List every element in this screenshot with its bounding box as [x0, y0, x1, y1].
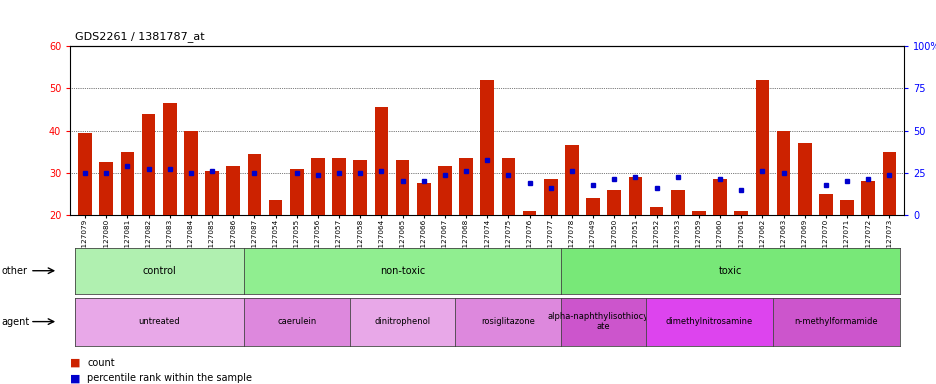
Text: percentile rank within the sample: percentile rank within the sample: [87, 373, 252, 383]
Bar: [586, 198, 599, 215]
Bar: [163, 103, 177, 215]
Bar: [840, 200, 853, 215]
Bar: [480, 80, 493, 215]
Bar: [121, 152, 134, 215]
Text: dimethylnitrosamine: dimethylnitrosamine: [665, 317, 753, 326]
Bar: [882, 152, 896, 215]
Bar: [78, 132, 92, 215]
Text: ■: ■: [70, 358, 80, 368]
Bar: [289, 169, 303, 215]
Bar: [247, 154, 261, 215]
Bar: [564, 146, 578, 215]
Text: caerulein: caerulein: [277, 317, 316, 326]
Bar: [417, 184, 431, 215]
Bar: [607, 190, 621, 215]
Bar: [628, 177, 641, 215]
Bar: [712, 179, 726, 215]
Bar: [395, 160, 409, 215]
Bar: [99, 162, 113, 215]
Text: rosiglitazone: rosiglitazone: [481, 317, 534, 326]
Bar: [543, 179, 557, 215]
Bar: [670, 190, 684, 215]
Bar: [692, 211, 705, 215]
Bar: [522, 211, 536, 215]
Text: alpha-naphthylisothiocyan
ate: alpha-naphthylisothiocyan ate: [548, 312, 659, 331]
Bar: [183, 131, 197, 215]
Text: count: count: [87, 358, 114, 368]
Bar: [818, 194, 832, 215]
Text: other: other: [2, 266, 28, 276]
Bar: [797, 143, 811, 215]
Text: untreated: untreated: [139, 317, 180, 326]
Bar: [776, 131, 790, 215]
Text: ■: ■: [70, 373, 80, 383]
Bar: [205, 170, 219, 215]
Bar: [353, 160, 367, 215]
Bar: [649, 207, 663, 215]
Bar: [860, 181, 874, 215]
Text: control: control: [142, 266, 176, 276]
Bar: [311, 158, 325, 215]
Bar: [734, 211, 747, 215]
Bar: [459, 158, 473, 215]
Bar: [374, 107, 388, 215]
Text: non-toxic: non-toxic: [379, 266, 425, 276]
Bar: [501, 158, 515, 215]
Text: GDS2261 / 1381787_at: GDS2261 / 1381787_at: [75, 31, 204, 42]
Bar: [141, 114, 155, 215]
Text: dinitrophenol: dinitrophenol: [374, 317, 431, 326]
Text: toxic: toxic: [718, 266, 741, 276]
Bar: [269, 200, 282, 215]
Text: agent: agent: [2, 316, 30, 327]
Text: n-methylformamide: n-methylformamide: [794, 317, 877, 326]
Bar: [227, 167, 240, 215]
Bar: [437, 167, 451, 215]
Bar: [332, 158, 345, 215]
Bar: [754, 80, 768, 215]
